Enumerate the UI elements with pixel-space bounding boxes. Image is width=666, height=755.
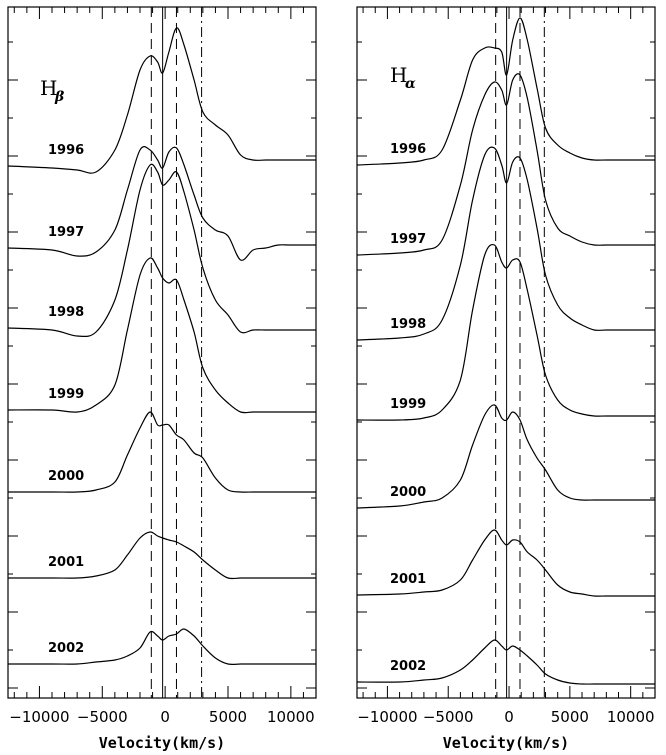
x-tick-label: 5000	[551, 708, 589, 726]
x-axis-label: Velocity(km/s)	[443, 734, 569, 752]
year-label-1999: 1999	[48, 387, 84, 402]
x-tick-label: −5000	[77, 708, 128, 726]
year-label-1999: 1999	[390, 397, 426, 412]
year-label-2001: 2001	[48, 555, 84, 570]
year-label-1998: 1998	[390, 317, 426, 332]
x-tick-label: −10000	[9, 708, 69, 726]
x-tick-label: −10000	[357, 708, 417, 726]
year-label-2000: 2000	[390, 485, 426, 500]
x-tick-label: 5000	[209, 708, 247, 726]
panel-title: H	[390, 63, 407, 87]
panel-0: 1996 1997 1998 1999 2000 2001 2002 −10000 −5000 0…	[7, 6, 317, 752]
x-tick-label: 10000	[607, 708, 655, 726]
spectrum-2002	[356, 639, 655, 685]
spectrum-1999	[7, 257, 316, 414]
x-tick-label: 0	[504, 708, 514, 726]
spectrum-2000	[356, 404, 655, 509]
spectrum-2001	[8, 531, 316, 580]
x-tick-label: −5000	[423, 708, 474, 726]
year-label-2002: 2002	[48, 641, 84, 656]
year-label-1996: 1996	[390, 142, 426, 157]
plot-frame	[356, 6, 656, 699]
year-label-1998: 1998	[48, 305, 84, 320]
panel-1: 1996 1997 1998 1999 2000 2001 2002 −10000 −5000 0…	[356, 6, 656, 752]
x-axis-label: Velocity(km/s)	[99, 734, 225, 752]
plot-frame	[7, 6, 317, 699]
year-label-2002: 2002	[390, 659, 426, 674]
spectrum-2001	[356, 529, 655, 597]
year-label-1997: 1997	[390, 232, 426, 247]
spectrum-1998	[7, 163, 316, 338]
spectrum-1997	[356, 73, 655, 256]
x-tick-label: 0	[160, 708, 170, 726]
spectrum-1996	[356, 17, 655, 166]
spectrum-1999	[356, 243, 655, 421]
panel-title: H	[40, 76, 57, 100]
spectrum-1998	[356, 146, 655, 341]
panel-title-subscript: β	[54, 89, 65, 105]
year-label-2001: 2001	[390, 572, 426, 587]
spectrum-2000	[7, 411, 316, 493]
spectrum-1997	[7, 146, 316, 261]
spectrum-2002	[8, 628, 316, 666]
year-label-1996: 1996	[48, 143, 84, 158]
x-tick-label: 10000	[267, 708, 315, 726]
year-label-2000: 2000	[48, 469, 84, 484]
panel-title-subscript: α	[405, 76, 416, 92]
year-label-1997: 1997	[48, 225, 84, 240]
spectrum-1996	[7, 27, 316, 174]
